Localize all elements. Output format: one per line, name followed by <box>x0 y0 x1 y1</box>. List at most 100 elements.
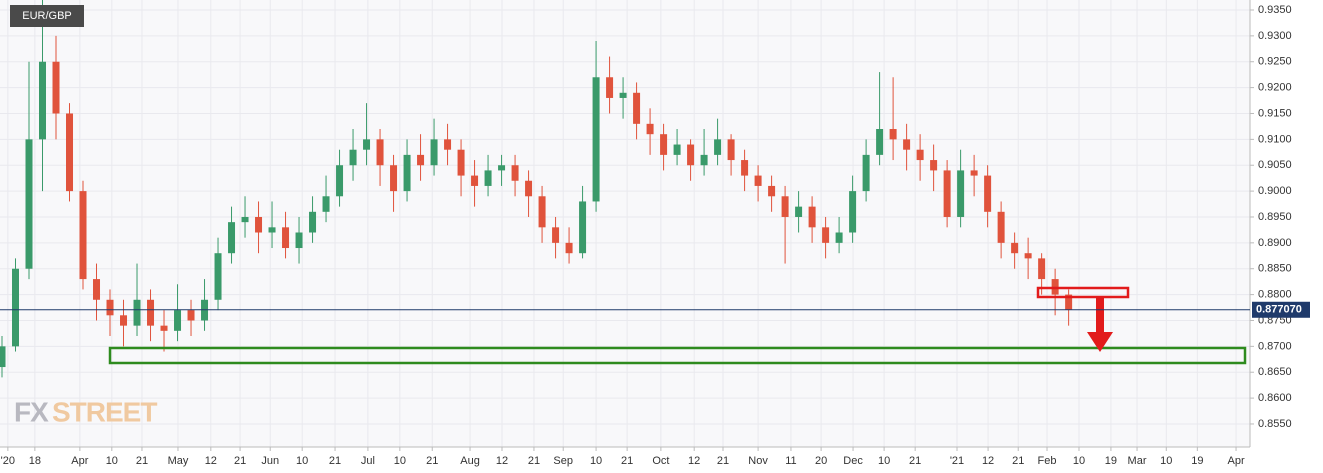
x-tick-label: 20 <box>815 455 827 467</box>
x-tick-label: 21 <box>426 455 438 467</box>
candle-body <box>93 279 101 300</box>
candle-body <box>295 232 303 249</box>
candle-body <box>187 310 195 321</box>
candle-body <box>538 196 546 228</box>
x-tick-label: 21 <box>909 455 921 467</box>
candle-body <box>282 227 290 249</box>
x-tick-label: '21 <box>950 455 964 467</box>
candle-body <box>511 165 519 181</box>
x-tick-label: 12 <box>688 455 700 467</box>
x-tick-label: Apr <box>71 455 88 467</box>
x-tick-label: Feb <box>1038 455 1057 467</box>
candle-body <box>120 315 128 326</box>
candle-body <box>768 185 776 197</box>
candle-body <box>214 253 222 300</box>
candle-body <box>822 227 830 243</box>
x-tick-label: 18 <box>29 455 41 467</box>
x-tick-label: 19 <box>1191 455 1203 467</box>
y-tick-label: 0.8650 <box>1258 366 1292 378</box>
x-tick-label: 10 <box>1160 455 1172 467</box>
candle-body <box>727 139 735 161</box>
support-zone <box>108 346 1247 365</box>
candle-body <box>808 206 816 228</box>
candle-body <box>606 77 614 98</box>
y-tick-label: 0.8550 <box>1258 418 1292 430</box>
x-tick-label: Apr <box>1227 455 1244 467</box>
candle-body <box>889 129 897 140</box>
x-tick-label: Sep <box>553 455 573 467</box>
candle-body <box>228 222 236 254</box>
candle-body <box>66 113 74 192</box>
candle-body <box>147 299 155 326</box>
watermark-street: STREET <box>52 396 157 427</box>
grid <box>0 0 1250 447</box>
candle-body <box>241 216 249 223</box>
candle-body <box>849 191 857 233</box>
candle-body <box>255 216 263 233</box>
candle-body <box>714 139 722 155</box>
candle-body <box>444 139 452 150</box>
x-tick-label: 10 <box>1073 455 1085 467</box>
candle-body <box>0 346 6 368</box>
x-tick-label: 10 <box>394 455 406 467</box>
y-tick-label: 0.9050 <box>1258 159 1292 171</box>
candle-body <box>322 196 330 212</box>
candle-body <box>52 61 60 114</box>
y-tick-label: 0.9250 <box>1258 56 1292 68</box>
candle-body <box>835 232 843 243</box>
x-tick-label: Jul <box>361 455 375 467</box>
resistance-zone <box>1036 286 1130 299</box>
y-tick-label: 0.8800 <box>1258 289 1292 301</box>
candle-body <box>417 154 425 166</box>
candle-body <box>700 154 708 166</box>
candle-body <box>160 325 168 331</box>
candle-body <box>12 268 20 347</box>
last-price-label: 0.877070 <box>1256 304 1302 316</box>
candle-body <box>592 77 600 202</box>
candle-body <box>268 227 276 233</box>
candle-body <box>943 170 951 217</box>
candle-body <box>25 139 33 269</box>
y-tick-label: 0.9100 <box>1258 133 1292 145</box>
x-tick-label: Oct <box>652 455 669 467</box>
x-tick-label: 21 <box>1012 455 1024 467</box>
candle-body <box>174 310 182 331</box>
candle-body <box>646 123 654 135</box>
candle-body <box>552 227 560 243</box>
x-tick-label: 21 <box>136 455 148 467</box>
y-tick-label: 0.8850 <box>1258 263 1292 275</box>
candle-body <box>39 61 47 140</box>
x-tick-label: Jun <box>261 455 279 467</box>
watermark-fx: FX <box>14 396 49 427</box>
candle-body <box>498 165 506 171</box>
y-tick-label: 0.8700 <box>1258 340 1292 352</box>
candle-body <box>862 154 870 192</box>
candle-body <box>930 160 938 171</box>
candle-body <box>376 139 384 166</box>
chart-title: EUR/GBP <box>22 10 72 22</box>
candle-body <box>525 180 533 197</box>
candle-body <box>1011 242 1019 254</box>
x-tick-label: 10 <box>590 455 602 467</box>
y-tick-label: 0.9000 <box>1258 185 1292 197</box>
candle-body <box>471 175 479 186</box>
candle-body <box>336 165 344 197</box>
candle-body <box>660 134 668 155</box>
candle-body <box>349 149 357 166</box>
y-tick-label: 0.8600 <box>1258 392 1292 404</box>
candle-body <box>133 299 141 326</box>
candle-body <box>876 129 884 155</box>
candle-body <box>1024 253 1032 259</box>
x-tick-label: 21 <box>528 455 540 467</box>
candle-body <box>1038 258 1046 280</box>
y-tick-label: 0.8900 <box>1258 237 1292 249</box>
x-tick-label: 10 <box>296 455 308 467</box>
x-tick-label: Aug <box>460 455 480 467</box>
x-tick-label: 19 <box>1105 455 1117 467</box>
candle-body <box>390 165 398 192</box>
candle-body <box>484 170 492 186</box>
candle-body <box>970 170 978 176</box>
x-tick-label: 10 <box>106 455 118 467</box>
x-tick-label: 10 <box>878 455 890 467</box>
x-tick-label: 12 <box>496 455 508 467</box>
